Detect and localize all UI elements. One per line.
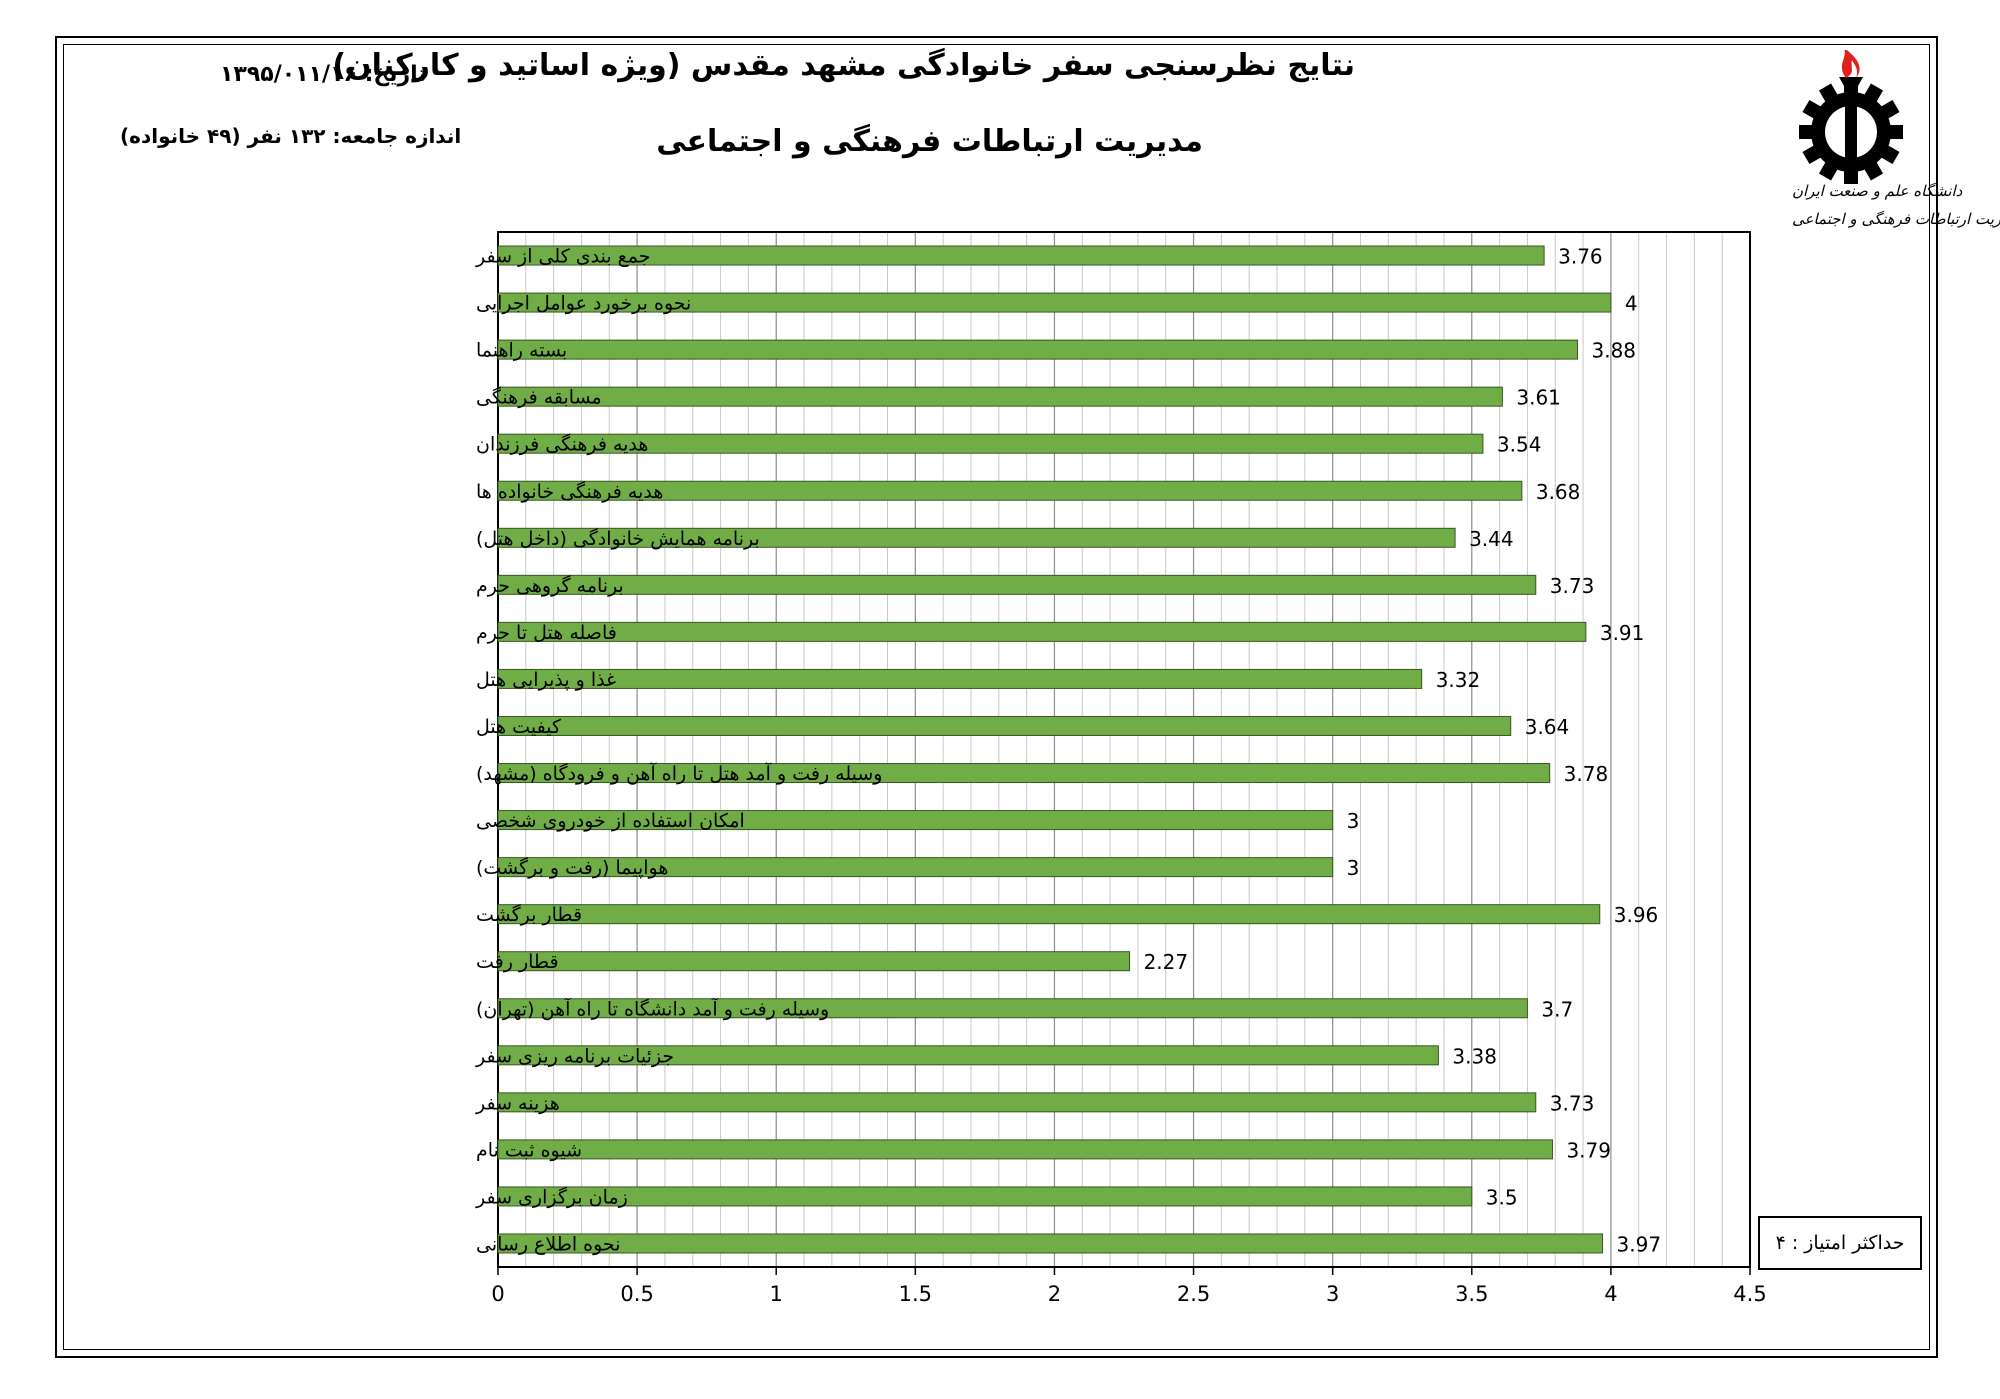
category-label: کیفیت هتل bbox=[476, 716, 562, 738]
bar-value-label: 2.27 bbox=[1144, 950, 1189, 974]
bar-value-label: 3.73 bbox=[1550, 1091, 1595, 1115]
x-tick-label: 3.5 bbox=[1455, 1282, 1488, 1306]
category-label: فاصله هتل تا حرم bbox=[476, 622, 617, 644]
page-title: نتایج نظرسنجی سفر خانوادگی مشهد مقدس (وی… bbox=[332, 48, 1355, 83]
category-label: غذا و پذیرایی هتل bbox=[476, 669, 616, 691]
bar bbox=[497, 1139, 1553, 1160]
bar bbox=[497, 433, 1484, 454]
bar bbox=[497, 527, 1456, 548]
bar bbox=[497, 715, 1512, 736]
x-tick-label: 0.5 bbox=[620, 1282, 653, 1306]
category-label: جمع بندی کلی از سفر bbox=[475, 246, 651, 268]
survey-date: تاریخ: ۱۳۹۵/۰۱۱/۱۶ bbox=[220, 62, 427, 87]
bar-value-label: 3.54 bbox=[1497, 433, 1542, 457]
x-tick-label: 4.5 bbox=[1733, 1282, 1766, 1306]
bar bbox=[497, 857, 1334, 878]
category-label: مسابقه فرهنگی bbox=[476, 386, 602, 409]
x-tick-label: 3 bbox=[1326, 1282, 1339, 1306]
x-tick-label: 2 bbox=[1048, 1282, 1061, 1306]
bar-value-label: 3.96 bbox=[1614, 903, 1659, 927]
x-tick-label: 2.5 bbox=[1177, 1282, 1210, 1306]
bar-value-label: 3 bbox=[1347, 856, 1360, 880]
plot-area bbox=[497, 231, 1751, 1268]
bar bbox=[497, 904, 1601, 925]
bar bbox=[497, 668, 1423, 689]
category-label: امکان استفاده از خودروی شخصی bbox=[476, 810, 745, 832]
bar bbox=[497, 763, 1551, 784]
bar bbox=[497, 386, 1503, 407]
x-tick-label: 0 bbox=[491, 1282, 504, 1306]
bar bbox=[497, 245, 1545, 266]
category-label: جزئیات برنامه ریزی سفر bbox=[475, 1045, 674, 1067]
category-label: بسته راهنما bbox=[476, 340, 567, 362]
sample-size: اندازه جامعه: ۱۳۲ نفر (۴۹ خانواده) bbox=[120, 124, 462, 148]
bar-value-label: 3.88 bbox=[1592, 339, 1637, 363]
category-label: هواپیما (رفت و برگشت) bbox=[476, 856, 668, 879]
x-tick-label: 4 bbox=[1604, 1282, 1617, 1306]
category-label: وسیله رفت و آمد دانشگاه تا راه آهن (تهرا… bbox=[476, 996, 829, 1020]
category-label: هدیه فرهنگی فرزندان bbox=[476, 433, 648, 456]
category-label: نحوه اطلاع رسانی bbox=[476, 1233, 621, 1255]
logo-caption-university: دانشگاه علم و صنعت ایران bbox=[1792, 182, 1963, 200]
bar-value-label: 3.44 bbox=[1469, 527, 1514, 551]
bar-value-label: 3.38 bbox=[1452, 1044, 1497, 1068]
bar bbox=[497, 480, 1523, 501]
bar bbox=[497, 1092, 1537, 1113]
bar-value-label: 3.97 bbox=[1617, 1232, 1662, 1256]
logo-caption-department: مدیریت ارتباطات فرهنگی و اجتماعی bbox=[1792, 210, 2000, 228]
bar bbox=[497, 810, 1334, 831]
bar bbox=[497, 1045, 1439, 1066]
bar-value-label: 3.78 bbox=[1564, 762, 1609, 786]
bar-value-label: 3.68 bbox=[1536, 480, 1581, 504]
bar-value-label: 3.32 bbox=[1436, 668, 1481, 692]
bar bbox=[497, 951, 1131, 972]
bar-value-label: 4 bbox=[1625, 292, 1638, 316]
bar bbox=[497, 292, 1612, 313]
category-label: هزینه سفر bbox=[475, 1092, 560, 1114]
max-score-box: حداکثر امتیاز : ۴ bbox=[1758, 1216, 1922, 1270]
bar-value-label: 3.61 bbox=[1516, 386, 1561, 410]
bar-value-label: 3.5 bbox=[1486, 1185, 1518, 1209]
category-label: برنامه گروهی حرم bbox=[476, 574, 624, 597]
bar bbox=[497, 1186, 1473, 1207]
category-label: هدیه فرهنگی خانواده ها bbox=[476, 480, 663, 503]
bar-value-label: 3.76 bbox=[1558, 245, 1603, 269]
bar bbox=[497, 574, 1537, 595]
bar bbox=[497, 998, 1528, 1019]
inner-frame bbox=[63, 44, 1930, 1350]
x-tick-label: 1 bbox=[770, 1282, 783, 1306]
bar bbox=[497, 339, 1579, 360]
category-label: قطار رفت bbox=[476, 951, 559, 973]
x-tick-label: 1.5 bbox=[899, 1282, 932, 1306]
bar bbox=[497, 621, 1587, 642]
bar-value-label: 3.91 bbox=[1600, 621, 1645, 645]
category-label: برنامه همایش خانوادگی (داخل هتل) bbox=[476, 527, 760, 550]
category-label: زمان برگزاری سفر bbox=[475, 1185, 628, 1208]
bar-value-label: 3.64 bbox=[1525, 715, 1570, 739]
bar-value-label: 3.79 bbox=[1566, 1138, 1611, 1162]
category-label: نحوه برخورد عوامل اجرایی bbox=[476, 293, 691, 315]
bar-value-label: 3 bbox=[1347, 809, 1360, 833]
category-label: شیوه ثبت نام bbox=[476, 1139, 582, 1161]
outer-frame bbox=[55, 36, 1938, 1358]
bar-value-label: 3.7 bbox=[1541, 997, 1573, 1021]
page-subtitle: مدیریت ارتباطات فرهنگی و اجتماعی bbox=[656, 124, 1203, 159]
category-label: وسیله رفت و آمد هتل تا راه آهن و فرودگاه… bbox=[476, 761, 882, 785]
bar bbox=[497, 1233, 1604, 1254]
category-label: قطار برگشت bbox=[476, 903, 582, 926]
gear-torch-logo-icon bbox=[1799, 50, 1903, 184]
bar-value-label: 3.73 bbox=[1550, 574, 1595, 598]
